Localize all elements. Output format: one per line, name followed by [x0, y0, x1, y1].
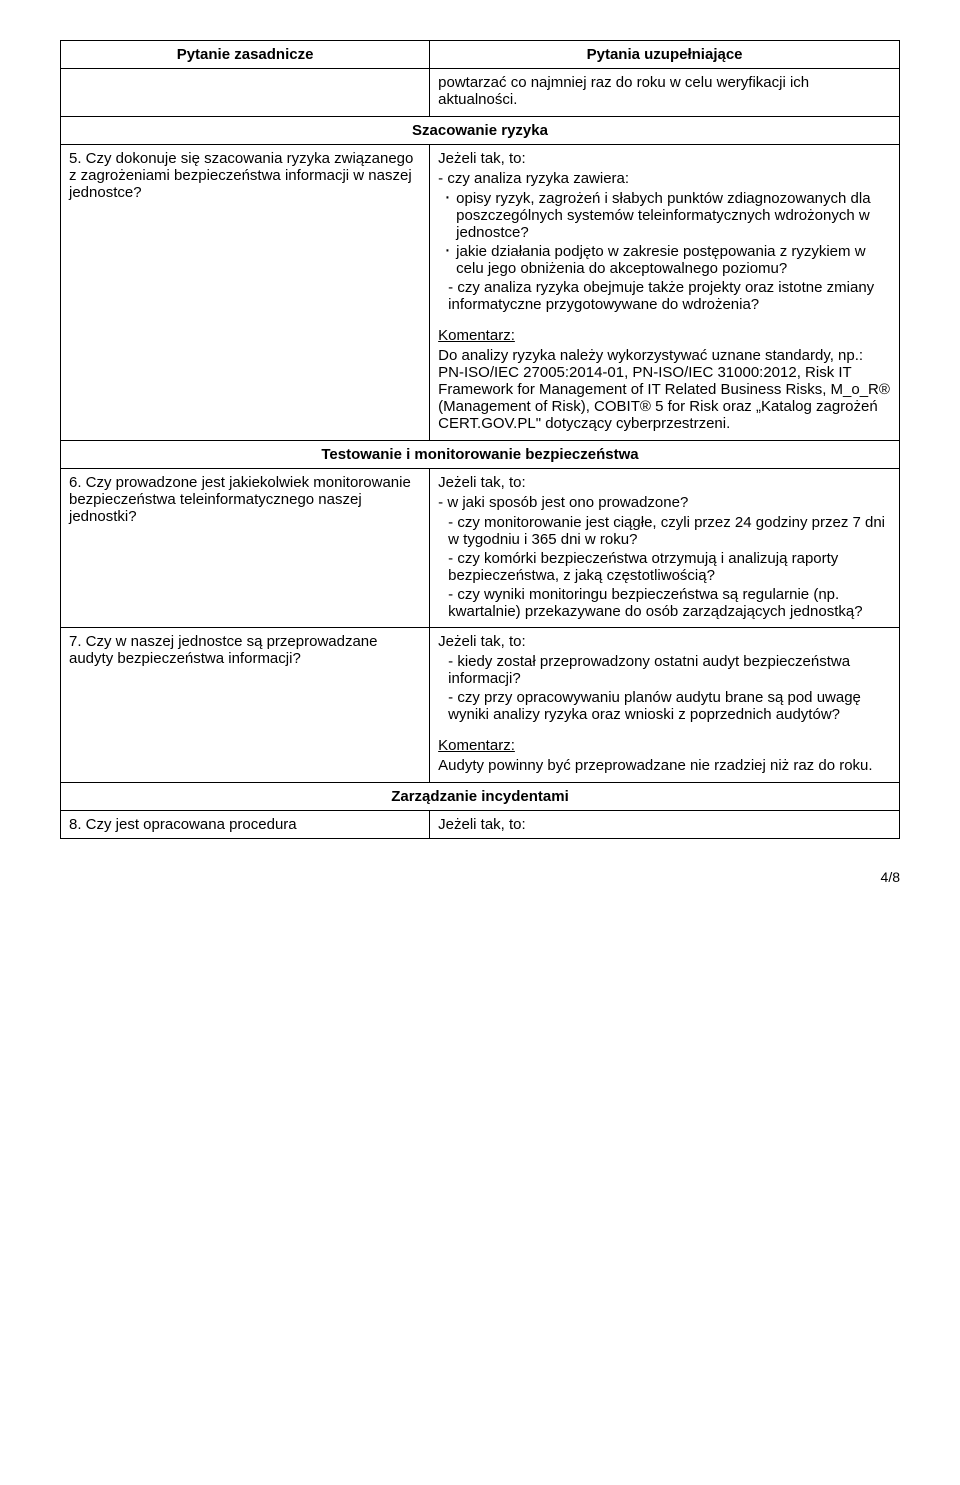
questions-table: Pytanie zasadnicze Pytania uzupełniające… [60, 40, 900, 839]
section-row: Testowanie i monitorowanie bezpieczeństw… [61, 441, 900, 469]
q7-left: 7. Czy w naszej jednostce są przeprowadz… [61, 628, 430, 783]
q5-komentarz-label: Komentarz: [438, 327, 515, 344]
q6-left: 6. Czy prowadzone jest jakiekolwiek moni… [61, 469, 430, 628]
q7-d2: - czy przy opracowywaniu planów audytu b… [438, 689, 891, 723]
q5-dash1: - czy analiza ryzyka zawiera: [438, 170, 891, 187]
q8-left: 8. Czy jest opracowana procedura [61, 811, 430, 839]
page-number: 4/8 [60, 869, 900, 885]
section-testowanie: Testowanie i monitorowanie bezpieczeństw… [61, 441, 900, 469]
q5-left: 5. Czy dokonuje się szacowania ryzyka zw… [61, 145, 430, 441]
q5-right: Jeżeli tak, to: - czy analiza ryzyka zaw… [430, 145, 900, 441]
q7-komentarz-label: Komentarz: [438, 737, 515, 754]
q6-d4: - czy wyniki monitoringu bezpieczeństwa … [438, 586, 891, 620]
table-header-row: Pytanie zasadnicze Pytania uzupełniające [61, 41, 900, 69]
header-left: Pytanie zasadnicze [61, 41, 430, 69]
table-row: 6. Czy prowadzone jest jakiekolwiek moni… [61, 469, 900, 628]
continuation-text: powtarzać co najmniej raz do roku w celu… [438, 74, 891, 108]
section-zarzadzanie: Zarządzanie incydentami [61, 783, 900, 811]
cell-right-top: powtarzać co najmniej raz do roku w celu… [430, 69, 900, 117]
header-right: Pytania uzupełniające [430, 41, 900, 69]
table-row: 7. Czy w naszej jednostce są przeprowadz… [61, 628, 900, 783]
q6-right: Jeżeli tak, to: - w jaki sposób jest ono… [430, 469, 900, 628]
q6-d2: - czy monitorowanie jest ciągłe, czyli p… [438, 514, 891, 548]
cell-left-empty [61, 69, 430, 117]
q5-dash2: - czy analiza ryzyka obejmuje także proj… [438, 279, 891, 313]
section-szacowanie: Szacowanie ryzyka [61, 117, 900, 145]
table-row: powtarzać co najmniej raz do roku w celu… [61, 69, 900, 117]
q7-komentarz-body: Audyty powinny być przeprowadzane nie rz… [438, 757, 891, 774]
q7-right: Jeżeli tak, to: - kiedy został przeprowa… [430, 628, 900, 783]
q7-lead: Jeżeli tak, to: [438, 633, 891, 650]
q5-bullet2: jakie działania podjęto w zakresie postę… [438, 243, 891, 277]
q8-right: Jeżeli tak, to: [430, 811, 900, 839]
section-row: Zarządzanie incydentami [61, 783, 900, 811]
section-row: Szacowanie ryzyka [61, 117, 900, 145]
q6-lead: Jeżeli tak, to: [438, 474, 891, 491]
q5-lead: Jeżeli tak, to: [438, 150, 891, 167]
q5-komentarz-body: Do analizy ryzyka należy wykorzystywać u… [438, 347, 891, 432]
table-row: 5. Czy dokonuje się szacowania ryzyka zw… [61, 145, 900, 441]
q5-bullet1: opisy ryzyk, zagrożeń i słabych punktów … [438, 190, 891, 241]
q6-d3: - czy komórki bezpieczeństwa otrzymują i… [438, 550, 891, 584]
table-row: 8. Czy jest opracowana procedura Jeżeli … [61, 811, 900, 839]
q6-d1: - w jaki sposób jest ono prowadzone? [438, 494, 891, 511]
q7-d1: - kiedy został przeprowadzony ostatni au… [438, 653, 891, 687]
